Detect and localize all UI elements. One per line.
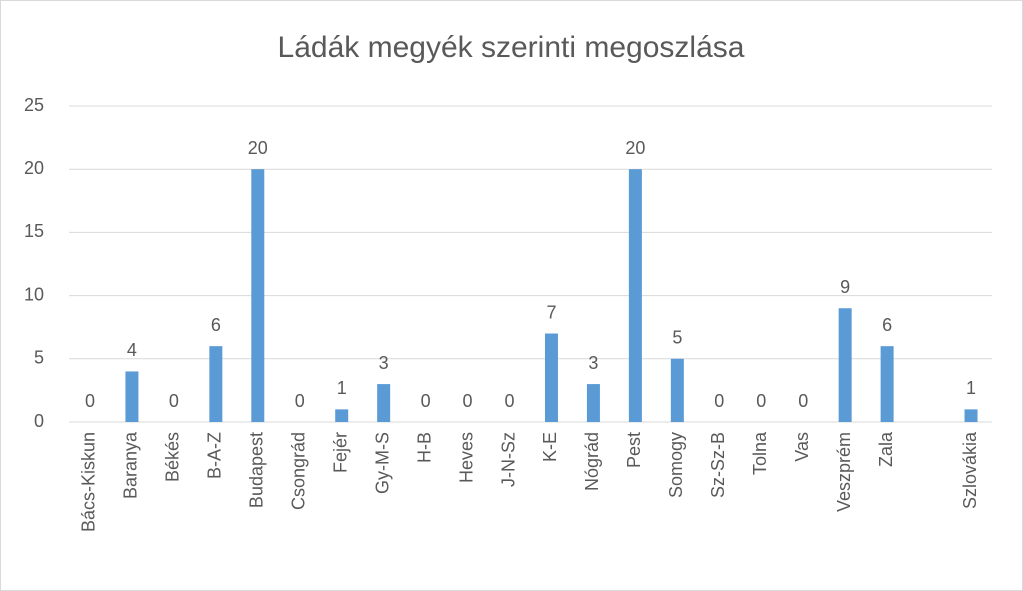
- value-label: 0: [421, 391, 431, 411]
- x-tick-label: Baranya: [121, 431, 141, 499]
- value-label: 0: [295, 391, 305, 411]
- y-tick-label: 10: [24, 284, 44, 304]
- x-tick-label: J-N-Sz: [498, 432, 518, 487]
- value-label: 3: [379, 353, 389, 373]
- bar: [251, 169, 265, 422]
- value-label: 20: [625, 138, 645, 158]
- bar: [209, 346, 223, 422]
- value-label: 20: [248, 138, 268, 158]
- value-label: 7: [546, 302, 556, 322]
- x-tick-label: B-A-Z: [205, 432, 225, 479]
- x-tick-label: Zala: [876, 431, 896, 467]
- x-tick-label: Békés: [163, 432, 183, 482]
- value-label: 0: [85, 391, 95, 411]
- x-tick-label: Heves: [456, 432, 476, 483]
- chart-title: Ládák megyék szerinti megoszlása: [278, 31, 745, 64]
- x-tick-label: Szlovákia: [960, 431, 980, 509]
- y-tick-label: 0: [34, 411, 44, 431]
- bar: [125, 371, 139, 422]
- x-tick-label: Somogy: [666, 432, 686, 498]
- bar: [670, 358, 684, 422]
- x-tick-label: Csongrád: [289, 432, 309, 510]
- x-tick-label: Pest: [624, 432, 644, 468]
- value-label: 3: [588, 353, 598, 373]
- bar: [377, 384, 391, 422]
- value-label: 1: [337, 378, 347, 398]
- x-tick-label: Budapest: [247, 432, 267, 508]
- bar: [880, 346, 894, 422]
- y-tick-label: 5: [34, 348, 44, 368]
- x-tick-label: Tolna: [750, 431, 770, 475]
- bar: [628, 169, 642, 422]
- value-label: 0: [798, 391, 808, 411]
- value-label: 4: [127, 340, 137, 360]
- bar: [838, 308, 852, 422]
- x-tick-label: K-E: [540, 432, 560, 462]
- x-tick-label: Nógrád: [582, 432, 602, 491]
- x-tick-label: Bács-Kiskun: [79, 432, 99, 532]
- value-label: 0: [714, 391, 724, 411]
- value-label: 6: [211, 315, 221, 335]
- bar: [544, 333, 558, 422]
- y-tick-label: 20: [24, 158, 44, 178]
- x-tick-label: Fejér: [330, 432, 350, 473]
- bar: [335, 409, 349, 422]
- x-tick-label: Sz-Sz-B: [708, 432, 728, 498]
- value-label: 0: [756, 391, 766, 411]
- x-tick-label: Vas: [792, 432, 812, 462]
- value-label: 1: [966, 378, 976, 398]
- value-label: 0: [169, 391, 179, 411]
- value-label: 6: [882, 315, 892, 335]
- value-label: 9: [840, 277, 850, 297]
- x-tick-label: Veszprém: [834, 432, 854, 512]
- y-tick-label: 25: [24, 95, 44, 115]
- x-tick-label: Gy-M-S: [372, 432, 392, 494]
- value-label: 5: [672, 328, 682, 348]
- value-label: 0: [463, 391, 473, 411]
- bar: [964, 409, 978, 422]
- bar: [586, 384, 600, 422]
- y-tick-label: 15: [24, 221, 44, 241]
- x-tick-label: H-B: [414, 432, 434, 463]
- value-label: 0: [505, 391, 515, 411]
